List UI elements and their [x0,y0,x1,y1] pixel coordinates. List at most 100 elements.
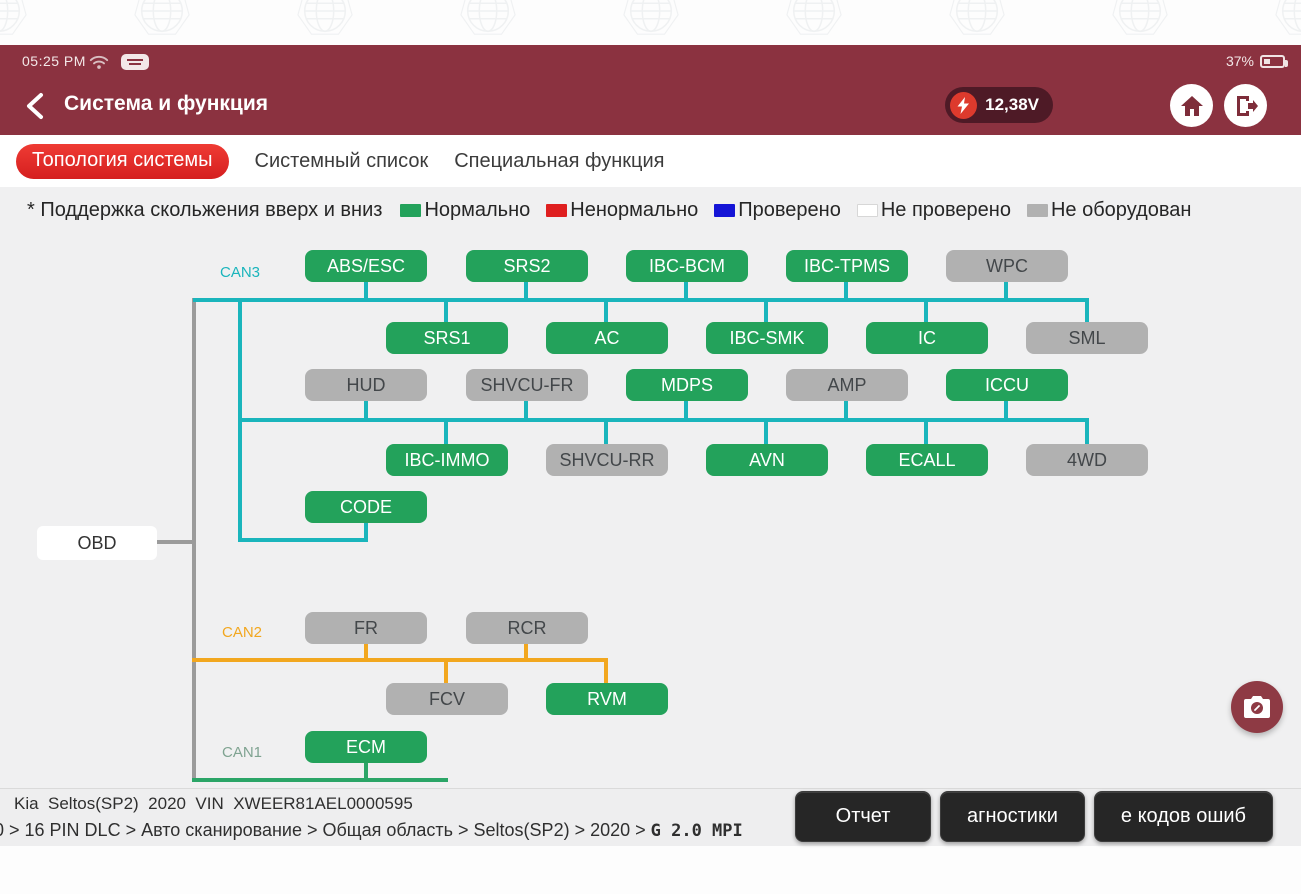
bus-line [238,418,1089,422]
bus-line [364,281,368,300]
home-button[interactable] [1170,84,1213,127]
voltage-value: 12,38V [985,95,1039,114]
node-avn[interactable]: AVN [706,444,828,476]
bottom-margin [0,846,1301,894]
report-button[interactable]: Отчет [795,791,932,842]
legend-item: Не проверено [856,199,1011,222]
watermark-globe-icon [460,0,516,35]
back-button[interactable] [20,89,54,123]
bus-line [1085,298,1089,322]
node-ecm[interactable]: ECM [305,731,427,763]
bus-line [524,400,528,420]
node-ecall[interactable]: ECALL [866,444,988,476]
bus-line [192,298,196,782]
node-hud[interactable]: HUD [305,369,427,401]
tab-special-function[interactable]: Специальная функция [454,149,665,172]
legend-item: Ненормально [546,199,698,222]
node-ac[interactable]: AC [546,322,668,354]
node-ibc-immo[interactable]: IBC-IMMO [386,444,508,476]
bus-line [238,538,368,542]
exit-icon [1236,95,1258,116]
node-fcv[interactable]: FCV [386,683,508,715]
bus-line [684,281,688,300]
footer-actions: Отчет агностики е кодов ошиб [795,791,1273,842]
battery-voltage-badge[interactable]: 12,38V [945,87,1053,123]
node-ibc-tpms[interactable]: IBC-TPMS [786,250,908,282]
bus-line [364,643,368,659]
bus-line [764,418,768,446]
wifi-icon [89,56,109,69]
bus-line [444,298,448,324]
content-area: * Поддержка скольжения вверх и вниз Норм… [0,187,1301,846]
tab-system-topology[interactable]: Топология системы [16,143,229,179]
watermark-globe-icon [1275,0,1301,35]
breadcrumb-engine: G 2.0 MPI [650,821,743,841]
page-title: Система и функция [64,92,269,115]
bus-line [364,761,368,779]
bus-line [192,778,448,782]
node-srs1[interactable]: SRS1 [386,322,508,354]
breadcrumb-path: 0 > 16 PIN DLC > Авто сканирование > Общ… [0,820,651,840]
bus-line [924,298,928,324]
bus-line [1004,281,1008,300]
node-shvcu-rr[interactable]: SHVCU-RR [546,444,668,476]
breadcrumb: 0 > 16 PIN DLC > Авто сканирование > Общ… [0,820,743,841]
node-srs2[interactable]: SRS2 [466,250,588,282]
node-obd[interactable]: OBD [37,526,157,560]
battery-percent: 37% [1225,53,1254,69]
node-fr[interactable]: FR [305,612,427,644]
legend-color-swatch [856,204,878,217]
diagnostics-button[interactable]: агностики [940,791,1085,842]
legend-color-swatch [546,204,568,217]
bus-line [444,658,448,684]
tab-system-list[interactable]: Системный список [254,149,429,172]
lightning-icon [950,91,978,119]
bus-line [155,540,193,544]
obd-connector-icon [121,54,149,70]
legend-color-swatch [400,204,422,217]
bus-line [364,521,368,541]
screenshot-button[interactable] [1231,681,1283,733]
legend-label: Не оборудован [1050,199,1192,221]
clear-dtc-button[interactable]: е кодов ошиб [1093,791,1273,842]
node-rvm[interactable]: RVM [546,683,668,715]
exit-button[interactable] [1224,84,1267,127]
node-ic[interactable]: IC [866,322,988,354]
node-sml[interactable]: SML [1026,322,1148,354]
bus-line [524,281,528,300]
bus-line [604,298,608,324]
vehicle-info: Kia Seltos(SP2) 2020 VIN XWEER81AEL00005… [14,794,413,813]
node-rcr[interactable]: RCR [466,612,588,644]
camera-icon [1244,696,1270,718]
node-mdps[interactable]: MDPS [626,369,748,401]
node-iccu[interactable]: ICCU [946,369,1068,401]
bus-line [524,643,528,659]
bus-line [1085,418,1089,446]
status-bar: 05:25 PM 37% [0,49,1301,75]
watermark-globe-icon [1112,0,1168,35]
node-amp[interactable]: AMP [786,369,908,401]
system-topology-diagram: ABS/ESC SRS2 IBC-BCM IBC-TPMS WPC SRS1 AC IBC-S… [0,187,1301,846]
bus-line [604,418,608,446]
home-icon [1180,95,1203,116]
node-wpc[interactable]: WPC [946,250,1068,282]
node-shvcu-fr[interactable]: SHVCU-FR [466,369,588,401]
top-app-bar: 05:25 PM 37% [0,45,1301,135]
node-abs-esc[interactable]: ABS/ESC [305,250,427,282]
clock-time: 05:25 PM [22,53,86,69]
tab-bar: Топология системы Системный список Специал… [0,135,1301,187]
bus-line [192,658,608,662]
bus-line [444,418,448,446]
watermark-globe-icon [949,0,1005,35]
node-ibc-smk[interactable]: IBC-SMK [706,322,828,354]
legend-label: Нормально [424,199,531,221]
legend-item: Проверено [714,199,841,222]
bus-line [844,281,848,300]
node-code[interactable]: CODE [305,491,427,523]
bus-line [604,658,608,684]
node-4wd[interactable]: 4WD [1026,444,1148,476]
bus-line [364,400,368,420]
node-ibc-bcm[interactable]: IBC-BCM [626,250,748,282]
legend: * Поддержка скольжения вверх и вниз Норм… [27,199,1207,222]
